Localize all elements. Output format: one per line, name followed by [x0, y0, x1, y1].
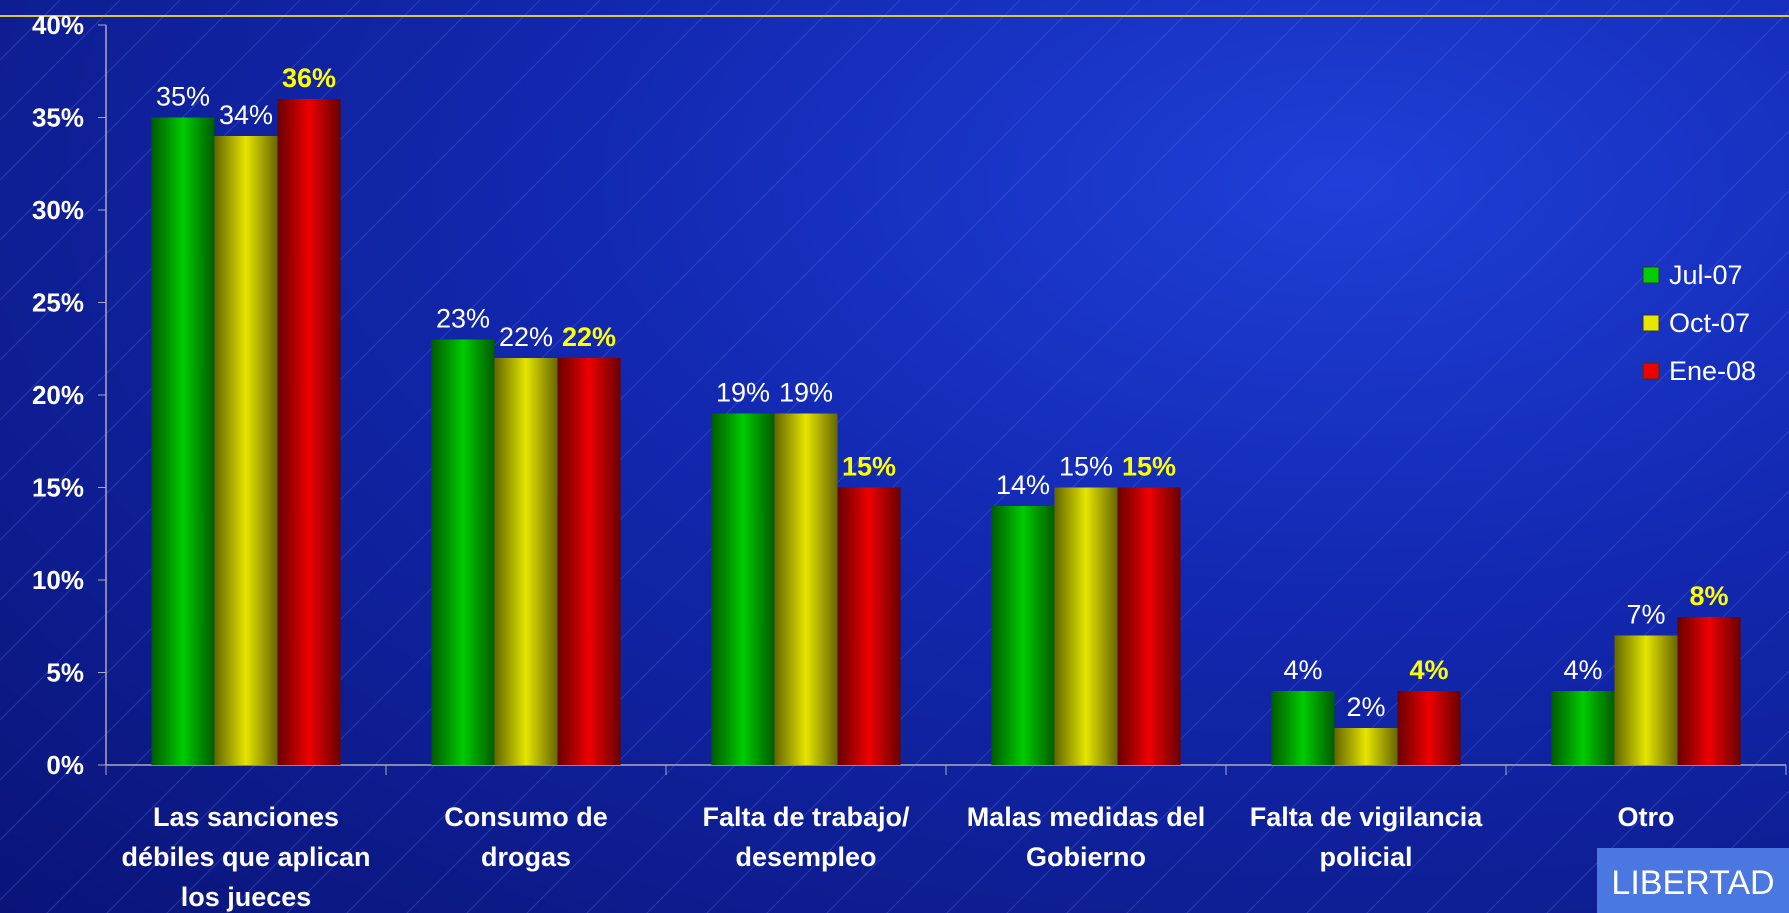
- legend-swatch: [1642, 266, 1660, 284]
- bar: [1397, 691, 1461, 765]
- y-tick-label: 30%: [32, 195, 84, 225]
- value-label: 23%: [436, 304, 490, 334]
- bar: [1117, 487, 1181, 765]
- value-label: 7%: [1626, 600, 1665, 630]
- bar: [837, 487, 901, 765]
- bar: [711, 413, 775, 765]
- bar: [774, 413, 838, 765]
- y-tick-label: 15%: [32, 473, 84, 503]
- value-label: 34%: [219, 100, 273, 130]
- y-tick-label: 40%: [32, 10, 84, 40]
- value-label: 2%: [1346, 692, 1385, 722]
- bar: [1551, 691, 1615, 765]
- value-label: 19%: [779, 378, 833, 408]
- legend-swatch: [1642, 314, 1660, 332]
- y-tick-label: 0%: [46, 750, 84, 780]
- logo: LIBERTAD: [1597, 848, 1789, 913]
- bar: [1271, 691, 1335, 765]
- bar: [991, 506, 1055, 765]
- bar: [1054, 487, 1118, 765]
- value-label: 35%: [156, 82, 210, 112]
- bar: [431, 339, 495, 765]
- bar: [277, 99, 341, 765]
- legend-label: Oct-07: [1669, 308, 1750, 338]
- value-label: 22%: [562, 322, 616, 352]
- x-tick-label: Malas medidas del Gobierno: [966, 802, 1206, 872]
- y-tick-label: 25%: [32, 288, 84, 318]
- bar: [214, 136, 278, 765]
- value-label: 14%: [996, 470, 1050, 500]
- x-tick-label: Falta de vigilancia policial: [1249, 802, 1483, 872]
- x-tick-label: Las sanciones débiles que aplican los ju…: [121, 802, 371, 912]
- value-label: 8%: [1689, 581, 1728, 611]
- value-label: 19%: [716, 378, 770, 408]
- legend-label: Jul-07: [1669, 260, 1743, 290]
- value-label: 15%: [1059, 452, 1113, 482]
- value-label: 4%: [1409, 655, 1448, 685]
- value-label: 15%: [1122, 452, 1176, 482]
- legend-label: Ene-08: [1669, 356, 1756, 386]
- bar: [1677, 617, 1741, 765]
- value-label: 36%: [282, 63, 336, 93]
- value-label: 15%: [842, 452, 896, 482]
- bar: [1334, 728, 1398, 765]
- bar: [1614, 635, 1678, 765]
- legend-swatch: [1642, 362, 1660, 380]
- y-tick-label: 10%: [32, 565, 84, 595]
- x-tick-label: Otro: [1617, 802, 1675, 832]
- y-tick-label: 5%: [46, 658, 84, 688]
- value-label: 4%: [1563, 655, 1602, 685]
- x-tick-label: Falta de trabajo/ desempleo: [702, 802, 910, 872]
- bar: [557, 358, 621, 765]
- y-tick-label: 35%: [32, 103, 84, 133]
- bar: [494, 358, 558, 765]
- value-label: 4%: [1283, 655, 1322, 685]
- x-tick-label: Consumo de drogas: [444, 802, 608, 872]
- y-tick-label: 20%: [32, 380, 84, 410]
- bar: [151, 117, 215, 765]
- value-label: 22%: [499, 322, 553, 352]
